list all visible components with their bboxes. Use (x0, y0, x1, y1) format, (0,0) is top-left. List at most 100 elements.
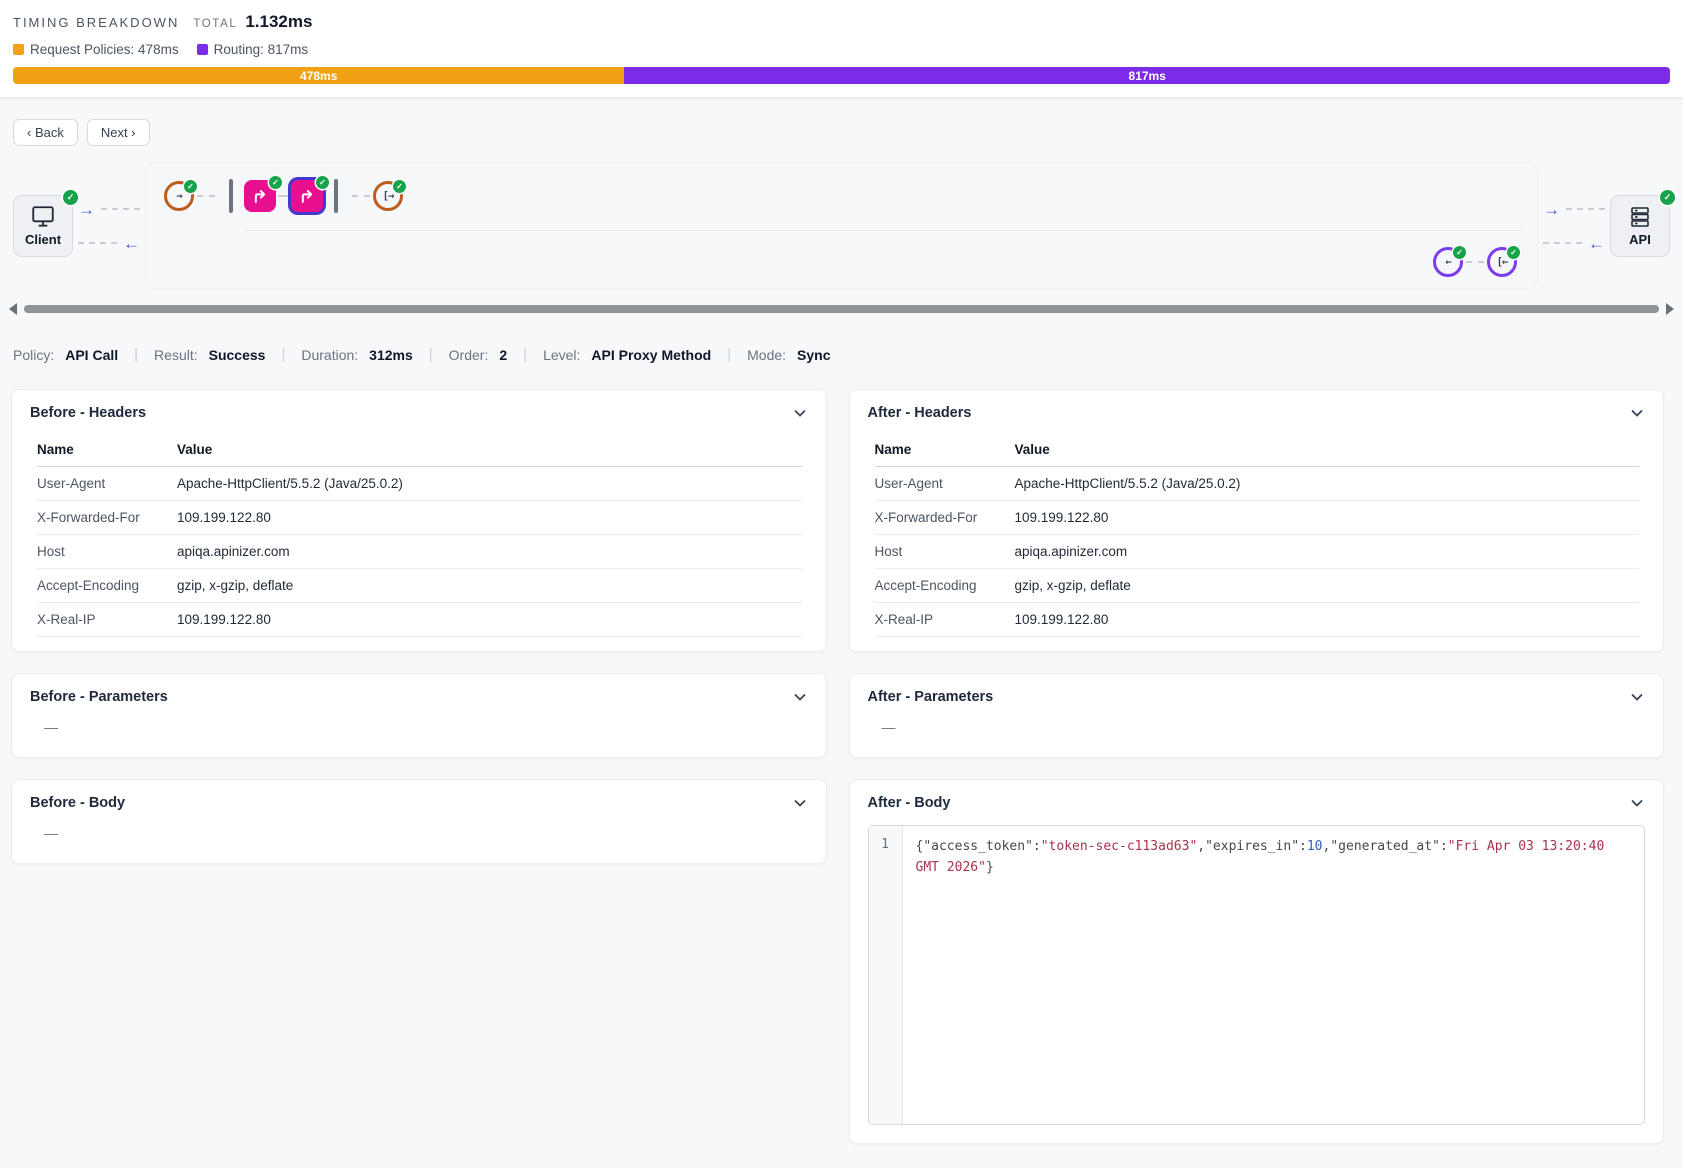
before-body-header[interactable]: Before - Body (12, 780, 826, 823)
timing-breakdown-card: TIMING BREAKDOWN TOTAL 1.132ms Request P… (0, 0, 1683, 98)
separator: | (281, 346, 286, 363)
policy-info-label: Level: (543, 346, 581, 363)
dashed-connector (101, 208, 140, 210)
next-button[interactable]: Next › (86, 119, 150, 146)
after-parameters-header[interactable]: After - Parameters (850, 674, 1664, 717)
panel-title: After - Headers (867, 405, 972, 421)
lane-divider (246, 230, 1523, 231)
chevron-down-icon[interactable] (792, 689, 808, 705)
policy-info-value: API Call (65, 346, 119, 363)
dashed-connector (1543, 242, 1582, 244)
chevron-down-icon[interactable] (792, 405, 808, 421)
before-headers-header[interactable]: Before - Headers (12, 390, 826, 433)
check-badge-icon: ✓ (269, 176, 282, 189)
code-token-plain: } (985, 859, 994, 875)
request-start-policy-icon[interactable]: → ✓ (164, 180, 197, 211)
code-editor: 1 {"access_token":"token-sec-c113ad63","… (867, 825, 1645, 1125)
policy-info-label: Mode: (747, 346, 787, 363)
response-arrow-line: ← (78, 234, 140, 252)
legend-item: Routing: 817ms (196, 42, 308, 57)
policy-info-label: Order: (448, 346, 489, 363)
header-row: Host apiqa.apinizer.com (874, 534, 1639, 569)
legend-label: Request Policies: 478ms (30, 42, 179, 57)
headers-table: Name Value User-Agent Apache-HttpClient/5… (874, 435, 1639, 637)
header-row: User-Agent Apache-HttpClient/5.5.2 (Java/… (874, 466, 1639, 501)
code-token-string: "token-sec-c113ad63" (1040, 839, 1198, 854)
request-policies-lane: → ✓ ✓ ✓ [→ ✓ (164, 176, 406, 213)
header-name-cell: X-Real-IP (37, 602, 177, 637)
dashed-connector (197, 195, 215, 197)
before-parameters-header[interactable]: Before - Parameters (12, 674, 826, 717)
panel-title: After - Parameters (867, 689, 994, 705)
check-badge-icon: ✓ (1507, 246, 1520, 259)
header-value-cell: Apache-HttpClient/5.5.2 (Java/25.0.2) (1014, 466, 1639, 501)
back-button[interactable]: ‹ Back (13, 119, 78, 146)
header-value-cell: apiqa.apinizer.com (177, 534, 802, 569)
after-body-header[interactable]: After - Body (850, 780, 1664, 823)
api-call-policy-icon[interactable]: ✓ (244, 176, 282, 212)
lane-separator (229, 179, 233, 213)
policy-info-value: API Proxy Method (591, 346, 712, 363)
scrollbar-thumb[interactable] (24, 305, 1659, 313)
legend-swatch-icon (13, 44, 24, 55)
after-body-panel: After - Body 1 {"access_token":"token-se… (848, 779, 1664, 1144)
header-name-cell: Host (37, 534, 177, 569)
timing-legend: Request Policies: 478ms Routing: 817ms (13, 42, 1670, 57)
response-policy-icon[interactable]: ← ✓ (1433, 246, 1466, 277)
header-row: X-Real-IP 109.199.122.80 (874, 602, 1639, 637)
chevron-down-icon[interactable] (1629, 795, 1645, 811)
dashed-connector (1566, 208, 1605, 210)
right-arrow-icon: → (78, 199, 95, 219)
dashed-connector (278, 195, 289, 197)
request-arrow-line: → (1543, 200, 1605, 218)
header-row: Host apiqa.apinizer.com (37, 534, 802, 569)
header-name-cell: User-Agent (874, 466, 1015, 501)
redirect-arrow-icon (254, 190, 266, 203)
left-arrow-icon: ← (123, 233, 140, 253)
flow-area: → ✓ ✓ ✓ [→ ✓ (145, 162, 1538, 290)
header-name-cell: X-Forwarded-For (37, 500, 177, 535)
api-node[interactable]: ✓ API (1610, 190, 1675, 257)
header-row: Accept-Encoding gzip, x-gzip, deflate (874, 568, 1639, 603)
timing-bar-segment: 478ms (13, 67, 625, 84)
column-header-name: Name (874, 435, 1015, 467)
response-start-policy-icon[interactable]: [← ✓ (1487, 246, 1520, 277)
policy-info-value: 2 (499, 346, 508, 363)
dashed-connector (1466, 261, 1484, 263)
chevron-down-icon[interactable] (792, 795, 808, 811)
server-icon (1631, 207, 1649, 227)
lane-separator (334, 179, 338, 213)
horizontal-scrollbar (9, 302, 1674, 316)
separator: | (134, 346, 139, 363)
policy-info-label: Policy: (13, 346, 55, 363)
separator: | (727, 346, 732, 363)
policy-info-value: Success (208, 346, 266, 363)
response-arrow-line: ← (1543, 234, 1605, 252)
scroll-left-arrow-icon[interactable] (9, 303, 17, 315)
empty-value: — (881, 719, 896, 735)
scroll-right-arrow-icon[interactable] (1666, 303, 1674, 315)
empty-value: — (44, 825, 58, 841)
header-name-cell: User-Agent (37, 466, 177, 501)
check-badge-icon: ✓ (63, 190, 78, 205)
timing-bar-segment: 817ms (624, 67, 1670, 84)
chevron-down-icon[interactable] (1629, 405, 1645, 421)
after-headers-panel: After - Headers Name Value User-Agent Apa… (848, 389, 1664, 652)
dashed-connector (352, 195, 370, 197)
request-end-policy-icon[interactable]: [→ ✓ (373, 180, 406, 211)
client-node[interactable]: ✓ Client (13, 190, 78, 257)
header-name-cell: Accept-Encoding (37, 568, 177, 603)
detail-panels: Before - Headers Name Value User-Agent Ap… (11, 389, 1664, 1144)
api-node-label: API (1629, 232, 1651, 247)
api-call-policy-icon-selected[interactable]: ✓ (291, 176, 329, 212)
panel-title: After - Body (867, 795, 951, 811)
header-row: X-Forwarded-For 109.199.122.80 (874, 500, 1639, 535)
chevron-down-icon[interactable] (1629, 689, 1645, 705)
policy-info-label: Duration: (301, 346, 359, 363)
timing-total-value: 1.132ms (245, 12, 313, 31)
after-headers-header[interactable]: After - Headers (850, 390, 1664, 433)
response-policies-lane: ← ✓ [← ✓ (1433, 246, 1520, 277)
check-badge-icon: ✓ (316, 176, 329, 189)
headers-table: Name Value User-Agent Apache-HttpClient/5… (37, 435, 802, 637)
code-content[interactable]: {"access_token":"token-sec-c113ad63","ex… (903, 826, 1645, 1124)
